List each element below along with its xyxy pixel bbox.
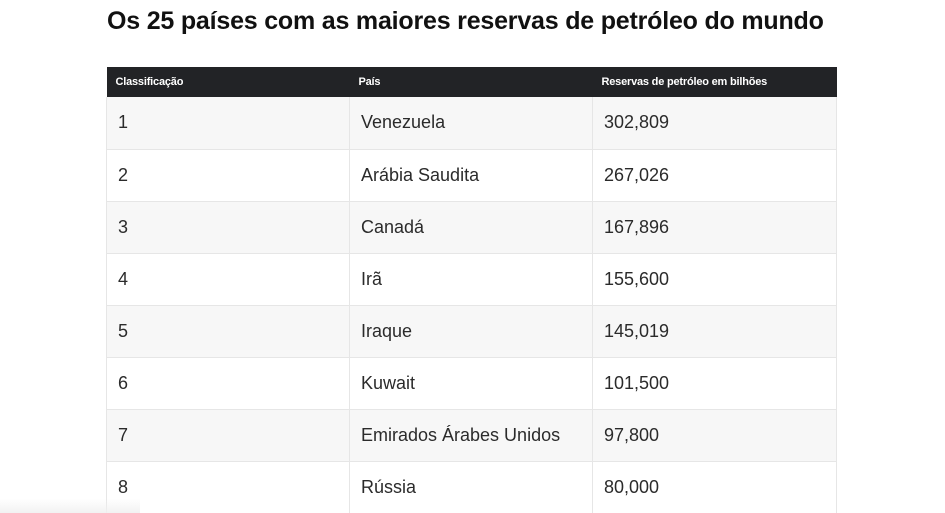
rank-cell: 8 (106, 461, 350, 513)
reserves-cell: 267,026 (592, 149, 837, 202)
country-cell: Kuwait (349, 357, 593, 410)
table-header: Classificação País Reservas de petróleo … (106, 67, 837, 97)
column-header-reserves: Reservas de petróleo em bilhões (592, 67, 837, 97)
reserves-cell: 302,809 (592, 97, 837, 150)
country-cell: Irã (349, 253, 593, 306)
country-cell: Venezuela (349, 97, 593, 150)
rank-cell: 2 (106, 149, 350, 202)
reserves-cell: 145,019 (592, 305, 837, 358)
table-row: 5 Iraque 145,019 (106, 305, 837, 358)
table-row: 7 Emirados Árabes Unidos 97,800 (106, 409, 837, 462)
table-body: 1 Venezuela 302,809 2 Arábia Saudita 267… (106, 97, 837, 513)
rank-cell: 3 (106, 201, 350, 254)
oil-reserves-table: Classificação País Reservas de petróleo … (106, 67, 837, 513)
reserves-cell: 80,000 (592, 461, 837, 513)
country-cell: Emirados Árabes Unidos (349, 409, 593, 462)
reserves-cell: 101,500 (592, 357, 837, 410)
country-cell: Canadá (349, 201, 593, 254)
table-row: 2 Arábia Saudita 267,026 (106, 149, 837, 202)
country-cell: Rússia (349, 461, 593, 513)
rank-cell: 7 (106, 409, 350, 462)
column-header-country: País (349, 67, 593, 97)
rank-cell: 4 (106, 253, 350, 306)
table-row: 6 Kuwait 101,500 (106, 357, 837, 410)
table-header-row: Classificação País Reservas de petróleo … (106, 67, 837, 97)
rank-cell: 6 (106, 357, 350, 410)
table-row: 8 Rússia 80,000 (106, 461, 837, 513)
table-row: 4 Irã 155,600 (106, 253, 837, 306)
page-title: Os 25 países com as maiores reservas de … (107, 7, 824, 35)
table-row: 1 Venezuela 302,809 (106, 97, 837, 150)
reserves-cell: 167,896 (592, 201, 837, 254)
reserves-cell: 155,600 (592, 253, 837, 306)
rank-cell: 5 (106, 305, 350, 358)
country-cell: Iraque (349, 305, 593, 358)
country-cell: Arábia Saudita (349, 149, 593, 202)
column-header-rank: Classificação (106, 67, 350, 97)
table-row: 3 Canadá 167,896 (106, 201, 837, 254)
reserves-cell: 97,800 (592, 409, 837, 462)
rank-cell: 1 (106, 97, 350, 150)
